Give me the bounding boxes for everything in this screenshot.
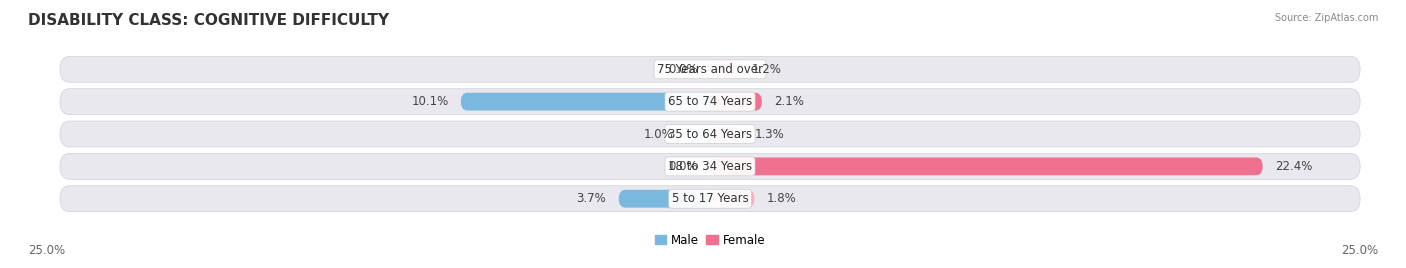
FancyBboxPatch shape (60, 56, 1360, 82)
FancyBboxPatch shape (710, 158, 1263, 175)
Text: 25.0%: 25.0% (28, 244, 65, 257)
FancyBboxPatch shape (710, 190, 755, 208)
FancyBboxPatch shape (60, 89, 1360, 115)
Text: 0.0%: 0.0% (668, 160, 697, 173)
Text: 1.2%: 1.2% (752, 63, 782, 76)
FancyBboxPatch shape (710, 60, 740, 78)
FancyBboxPatch shape (710, 93, 762, 110)
Text: 1.3%: 1.3% (755, 128, 785, 140)
Text: 3.7%: 3.7% (576, 192, 606, 205)
Text: 65 to 74 Years: 65 to 74 Years (668, 95, 752, 108)
FancyBboxPatch shape (710, 125, 742, 143)
Text: 25.0%: 25.0% (1341, 244, 1378, 257)
Legend: Male, Female: Male, Female (650, 229, 770, 252)
Text: 10.1%: 10.1% (412, 95, 449, 108)
Text: 2.1%: 2.1% (775, 95, 804, 108)
Text: DISABILITY CLASS: COGNITIVE DIFFICULTY: DISABILITY CLASS: COGNITIVE DIFFICULTY (28, 13, 389, 28)
FancyBboxPatch shape (60, 186, 1360, 212)
Text: 5 to 17 Years: 5 to 17 Years (672, 192, 748, 205)
FancyBboxPatch shape (461, 93, 710, 110)
Text: 75 Years and over: 75 Years and over (657, 63, 763, 76)
FancyBboxPatch shape (685, 125, 710, 143)
Text: 0.0%: 0.0% (668, 63, 697, 76)
Text: 1.0%: 1.0% (644, 128, 673, 140)
FancyBboxPatch shape (60, 153, 1360, 179)
Text: 35 to 64 Years: 35 to 64 Years (668, 128, 752, 140)
Text: Source: ZipAtlas.com: Source: ZipAtlas.com (1274, 13, 1378, 23)
FancyBboxPatch shape (619, 190, 710, 208)
Text: 18 to 34 Years: 18 to 34 Years (668, 160, 752, 173)
FancyBboxPatch shape (60, 121, 1360, 147)
Text: 1.8%: 1.8% (766, 192, 797, 205)
Text: 22.4%: 22.4% (1275, 160, 1312, 173)
